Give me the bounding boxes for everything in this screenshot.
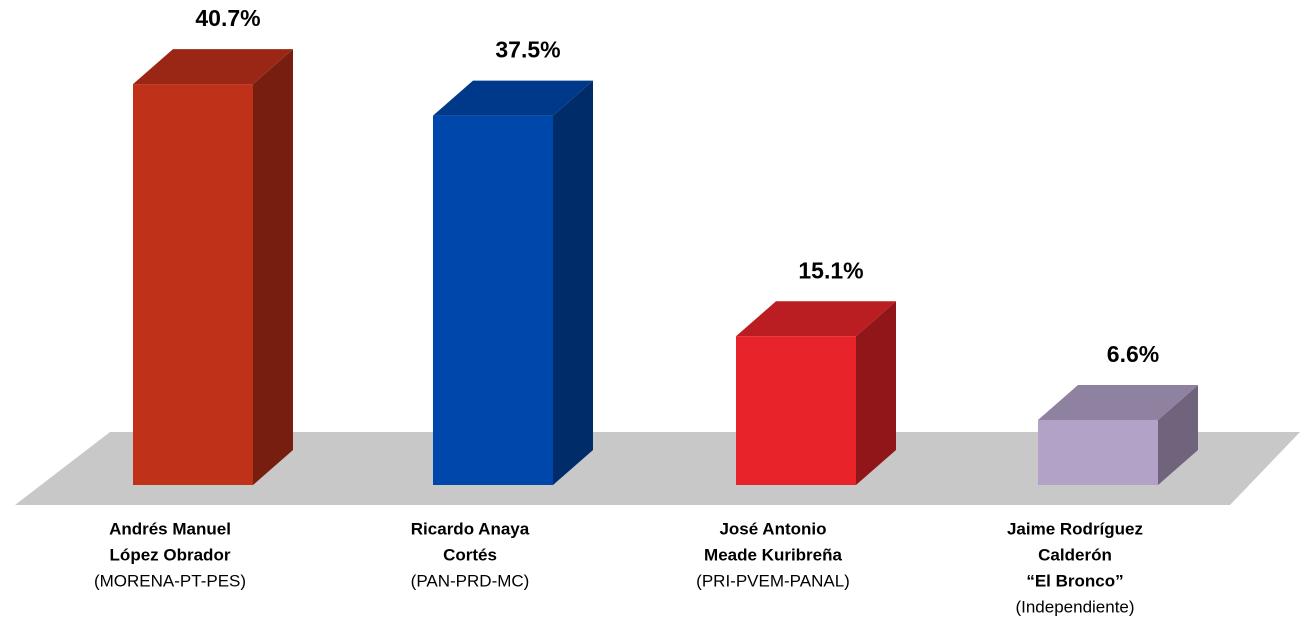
category-label: Cortés — [443, 545, 497, 564]
bar — [433, 115, 553, 485]
party-label: (Independiente) — [1015, 597, 1134, 616]
party-label: (MORENA-PT-PES) — [94, 571, 246, 590]
bar — [133, 84, 253, 485]
floor — [15, 432, 1300, 505]
bar-top — [433, 80, 593, 116]
category-label: Meade Kuribreña — [704, 545, 842, 564]
category-label: Ricardo Anaya — [411, 519, 530, 538]
value-label: 15.1% — [798, 257, 863, 283]
category-label: Jaime Rodríguez — [1007, 519, 1143, 538]
bar-top — [133, 49, 293, 85]
party-label: (PAN-PRD-MC) — [411, 571, 530, 590]
bar-side — [856, 301, 896, 485]
bar — [736, 336, 856, 485]
value-label: 40.7% — [195, 5, 260, 31]
category-label: López Obrador — [110, 545, 231, 564]
bar-side — [553, 80, 593, 485]
bar-side — [1158, 384, 1198, 485]
bar-side — [253, 49, 293, 485]
bar-top — [1038, 384, 1198, 420]
category-label: José Antonio — [719, 519, 826, 538]
category-label: Calderón — [1038, 545, 1112, 564]
party-label: (PRI-PVEM-PANAL) — [696, 571, 850, 590]
bar — [1038, 419, 1158, 485]
category-label: “El Bronco” — [1026, 571, 1123, 590]
category-label: Andrés Manuel — [109, 519, 231, 538]
value-label: 37.5% — [495, 37, 560, 63]
bar-top — [736, 301, 896, 337]
value-label: 6.6% — [1107, 341, 1159, 367]
